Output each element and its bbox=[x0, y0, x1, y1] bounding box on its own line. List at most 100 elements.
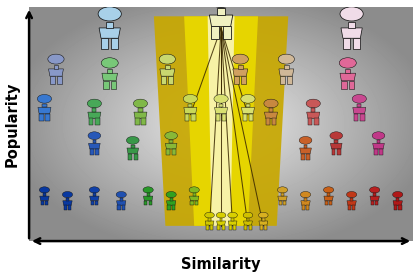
Polygon shape bbox=[184, 107, 197, 114]
Polygon shape bbox=[189, 196, 199, 201]
Circle shape bbox=[393, 192, 403, 198]
FancyBboxPatch shape bbox=[304, 198, 307, 201]
FancyBboxPatch shape bbox=[66, 198, 69, 201]
FancyBboxPatch shape bbox=[306, 154, 310, 160]
FancyBboxPatch shape bbox=[281, 193, 284, 196]
FancyBboxPatch shape bbox=[210, 225, 213, 230]
FancyBboxPatch shape bbox=[89, 149, 94, 155]
FancyBboxPatch shape bbox=[249, 225, 252, 230]
FancyBboxPatch shape bbox=[343, 38, 350, 49]
FancyBboxPatch shape bbox=[103, 81, 109, 89]
FancyBboxPatch shape bbox=[348, 205, 351, 210]
Circle shape bbox=[133, 99, 147, 108]
FancyBboxPatch shape bbox=[54, 64, 58, 69]
Polygon shape bbox=[207, 16, 234, 226]
Circle shape bbox=[241, 95, 255, 103]
FancyBboxPatch shape bbox=[107, 69, 112, 73]
Polygon shape bbox=[370, 196, 379, 201]
FancyBboxPatch shape bbox=[396, 198, 399, 201]
Polygon shape bbox=[233, 69, 248, 76]
FancyBboxPatch shape bbox=[350, 198, 353, 201]
FancyBboxPatch shape bbox=[91, 201, 94, 205]
Circle shape bbox=[370, 187, 380, 193]
FancyBboxPatch shape bbox=[172, 205, 175, 210]
FancyBboxPatch shape bbox=[357, 104, 361, 107]
FancyBboxPatch shape bbox=[144, 201, 147, 205]
FancyBboxPatch shape bbox=[195, 201, 198, 205]
Polygon shape bbox=[89, 143, 100, 149]
Circle shape bbox=[87, 99, 102, 108]
Polygon shape bbox=[347, 201, 356, 205]
Polygon shape bbox=[340, 73, 356, 81]
FancyBboxPatch shape bbox=[379, 149, 383, 155]
Polygon shape bbox=[90, 196, 99, 201]
FancyBboxPatch shape bbox=[269, 108, 273, 112]
FancyBboxPatch shape bbox=[272, 118, 276, 125]
Circle shape bbox=[208, 0, 234, 8]
FancyBboxPatch shape bbox=[208, 219, 211, 221]
FancyBboxPatch shape bbox=[167, 205, 171, 210]
FancyBboxPatch shape bbox=[327, 193, 330, 196]
Polygon shape bbox=[278, 196, 287, 201]
FancyBboxPatch shape bbox=[170, 198, 173, 201]
FancyBboxPatch shape bbox=[149, 201, 152, 205]
Circle shape bbox=[88, 132, 101, 140]
Circle shape bbox=[278, 54, 294, 64]
FancyBboxPatch shape bbox=[217, 8, 225, 15]
Polygon shape bbox=[127, 148, 139, 154]
Polygon shape bbox=[38, 107, 51, 114]
FancyBboxPatch shape bbox=[138, 108, 142, 112]
FancyBboxPatch shape bbox=[374, 149, 378, 155]
Circle shape bbox=[323, 187, 334, 193]
FancyBboxPatch shape bbox=[111, 38, 118, 49]
Polygon shape bbox=[205, 221, 214, 225]
FancyBboxPatch shape bbox=[287, 76, 292, 84]
FancyBboxPatch shape bbox=[331, 149, 336, 155]
Circle shape bbox=[228, 212, 237, 218]
FancyBboxPatch shape bbox=[122, 205, 125, 210]
FancyBboxPatch shape bbox=[279, 201, 282, 205]
FancyBboxPatch shape bbox=[190, 201, 194, 205]
FancyBboxPatch shape bbox=[243, 114, 247, 121]
Polygon shape bbox=[117, 201, 126, 205]
FancyBboxPatch shape bbox=[360, 114, 365, 121]
FancyBboxPatch shape bbox=[111, 81, 116, 89]
Circle shape bbox=[89, 187, 100, 193]
FancyBboxPatch shape bbox=[241, 76, 247, 84]
FancyBboxPatch shape bbox=[284, 64, 289, 69]
FancyBboxPatch shape bbox=[301, 154, 305, 160]
Polygon shape bbox=[102, 73, 118, 81]
FancyBboxPatch shape bbox=[193, 193, 196, 196]
Polygon shape bbox=[209, 15, 233, 26]
Circle shape bbox=[306, 99, 320, 108]
Text: Similarity: Similarity bbox=[181, 257, 261, 272]
Circle shape bbox=[39, 187, 50, 193]
Polygon shape bbox=[324, 196, 333, 201]
Circle shape bbox=[277, 187, 288, 193]
FancyBboxPatch shape bbox=[223, 26, 231, 39]
FancyBboxPatch shape bbox=[337, 149, 341, 155]
Circle shape bbox=[98, 7, 121, 21]
Polygon shape bbox=[331, 143, 342, 149]
FancyBboxPatch shape bbox=[308, 118, 312, 125]
FancyBboxPatch shape bbox=[306, 205, 310, 210]
FancyBboxPatch shape bbox=[238, 64, 243, 69]
FancyBboxPatch shape bbox=[222, 114, 226, 121]
FancyBboxPatch shape bbox=[89, 118, 94, 125]
FancyBboxPatch shape bbox=[135, 118, 139, 125]
Circle shape bbox=[216, 212, 226, 218]
Polygon shape bbox=[165, 143, 177, 149]
FancyBboxPatch shape bbox=[165, 64, 170, 69]
Circle shape bbox=[205, 212, 214, 218]
FancyBboxPatch shape bbox=[120, 198, 123, 201]
Circle shape bbox=[264, 99, 278, 108]
FancyBboxPatch shape bbox=[206, 225, 209, 230]
FancyBboxPatch shape bbox=[222, 225, 225, 230]
FancyBboxPatch shape bbox=[95, 149, 99, 155]
Circle shape bbox=[126, 136, 139, 144]
FancyBboxPatch shape bbox=[244, 225, 247, 230]
Circle shape bbox=[259, 212, 268, 218]
FancyBboxPatch shape bbox=[218, 225, 220, 230]
FancyBboxPatch shape bbox=[118, 205, 121, 210]
FancyBboxPatch shape bbox=[304, 145, 307, 148]
